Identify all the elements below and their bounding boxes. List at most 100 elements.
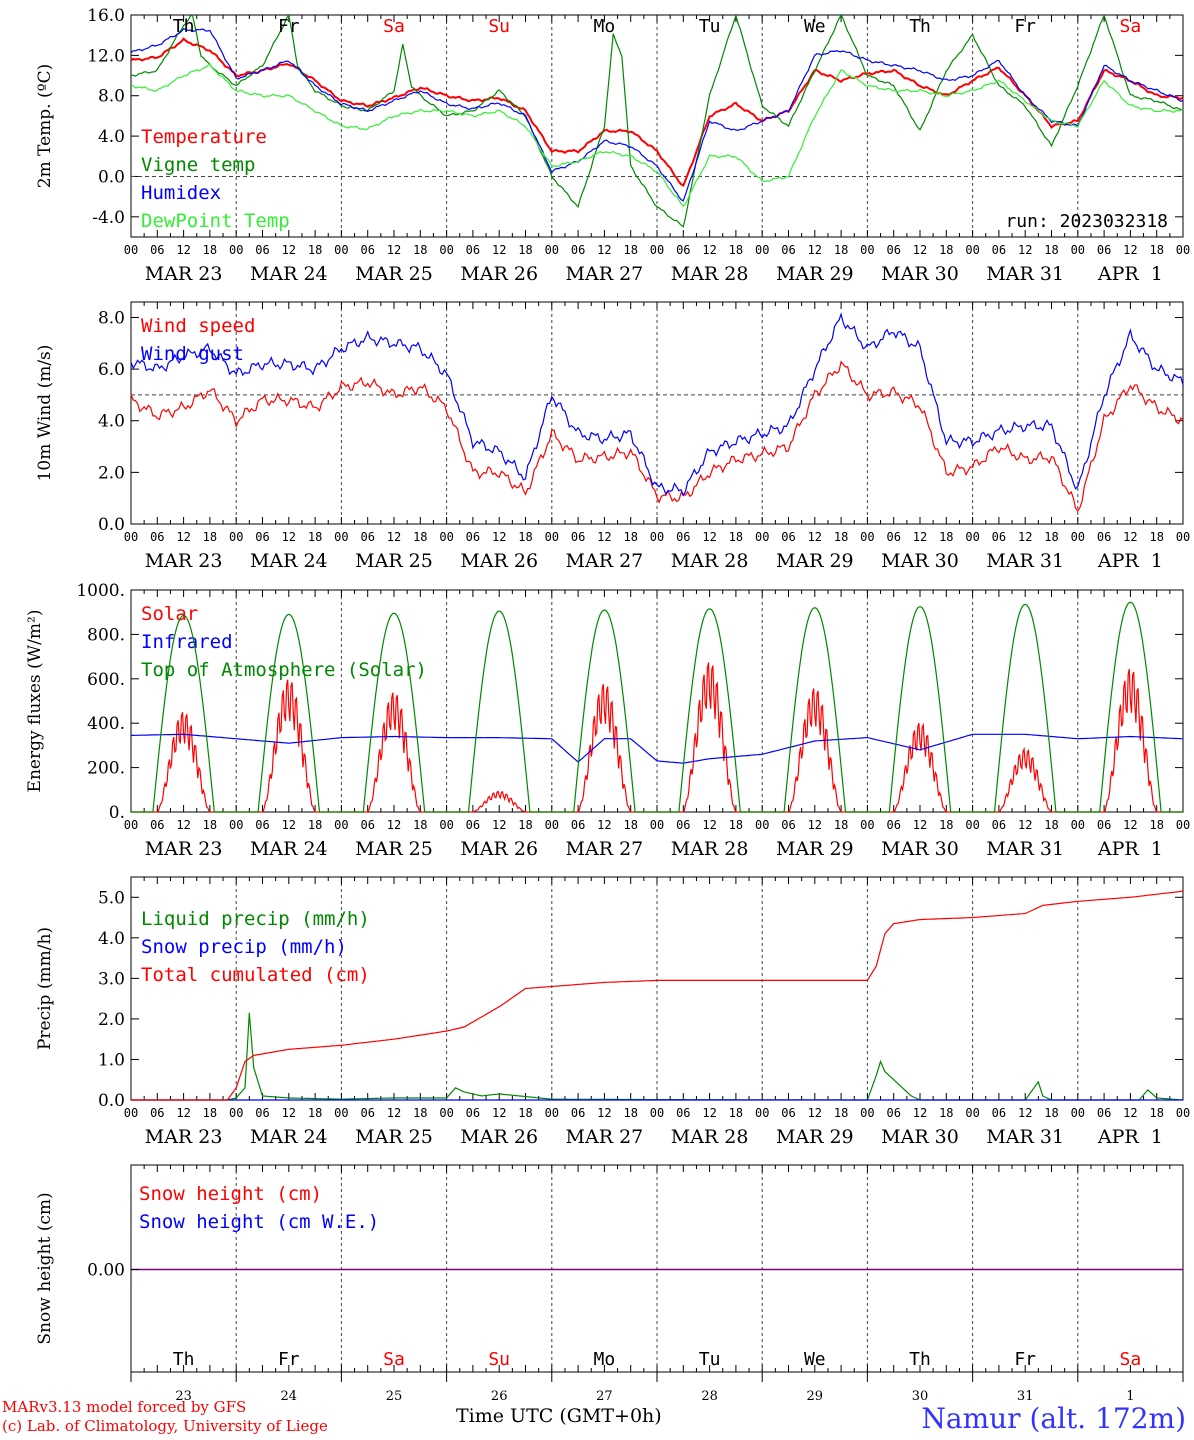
hour-tick-label: 12 bbox=[176, 818, 190, 832]
hour-tick-label: 00 bbox=[965, 1106, 979, 1120]
hour-tick-label: 00 bbox=[334, 243, 348, 257]
y-tick-label: 600. bbox=[87, 670, 125, 690]
hour-tick-label: 00 bbox=[860, 1106, 874, 1120]
hour-tick-label: 12 bbox=[913, 243, 927, 257]
hour-tick-label: 18 bbox=[939, 243, 953, 257]
date-label: MAR 25 bbox=[355, 1126, 433, 1148]
hour-tick-label: 12 bbox=[1018, 1106, 1032, 1120]
date-label: MAR 24 bbox=[250, 263, 328, 285]
day-number-label: 26 bbox=[491, 1389, 508, 1404]
weekday-label: Th bbox=[173, 1349, 195, 1370]
weekday-label: Su bbox=[488, 1349, 510, 1370]
hour-tick-label: 12 bbox=[282, 530, 296, 544]
hour-tick-label: 18 bbox=[623, 818, 637, 832]
series-line bbox=[130, 27, 1184, 202]
date-label: MAR 23 bbox=[145, 838, 223, 860]
hour-tick-label: 06 bbox=[1097, 530, 1111, 544]
date-label: MAR 31 bbox=[986, 838, 1064, 860]
hour-tick-label: 06 bbox=[781, 243, 795, 257]
weekday-label: Sa bbox=[1120, 16, 1142, 37]
date-label: MAR 23 bbox=[145, 263, 223, 285]
hour-tick-label: 00 bbox=[860, 243, 874, 257]
series-line bbox=[131, 1012, 1184, 1101]
hour-tick-label: 18 bbox=[939, 1106, 953, 1120]
y-axis-label: Snow height (cm) bbox=[35, 1192, 55, 1344]
date-label: MAR 30 bbox=[881, 550, 959, 572]
hour-tick-label: 00 bbox=[1176, 530, 1190, 544]
hour-tick-label: 00 bbox=[439, 243, 453, 257]
date-label: MAR 27 bbox=[566, 1126, 644, 1148]
weekday-label: We bbox=[804, 16, 826, 37]
hour-tick-label: 12 bbox=[492, 530, 506, 544]
weekday-label: Sa bbox=[1120, 1349, 1142, 1370]
hour-tick-label: 12 bbox=[808, 243, 822, 257]
hour-tick-label: 00 bbox=[229, 818, 243, 832]
hour-tick-label: 00 bbox=[755, 818, 769, 832]
date-label: MAR 28 bbox=[671, 838, 749, 860]
hour-tick-label: 06 bbox=[150, 1106, 164, 1120]
hour-tick-label: 00 bbox=[124, 818, 138, 832]
hour-tick-label: 18 bbox=[413, 818, 427, 832]
hour-tick-label: 18 bbox=[203, 1106, 217, 1120]
legend-entry: Snow height (cm) bbox=[139, 1183, 322, 1205]
weekday-label: Fr bbox=[278, 1349, 300, 1370]
y-tick-label: 4.0 bbox=[98, 412, 125, 432]
date-label: MAR 28 bbox=[671, 550, 749, 572]
y-tick-label: 4.0 bbox=[98, 127, 125, 147]
hour-tick-label: 00 bbox=[650, 1106, 664, 1120]
hour-tick-label: 12 bbox=[492, 818, 506, 832]
hour-tick-label: 06 bbox=[571, 818, 585, 832]
y-tick-label: 3.0 bbox=[98, 969, 125, 989]
run-annotation: run: 2023032318 bbox=[1005, 211, 1168, 232]
hour-tick-label: 18 bbox=[834, 243, 848, 257]
date-label: MAR 28 bbox=[671, 1126, 749, 1148]
hour-tick-label: 06 bbox=[992, 1106, 1006, 1120]
hour-tick-label: 00 bbox=[439, 1106, 453, 1120]
hour-tick-label: 06 bbox=[1097, 818, 1111, 832]
day-number-label: 30 bbox=[912, 1389, 929, 1404]
hour-tick-label: 06 bbox=[676, 530, 690, 544]
hour-tick-label: 06 bbox=[571, 243, 585, 257]
hour-tick-label: 00 bbox=[1176, 818, 1190, 832]
hour-tick-label: 12 bbox=[176, 1106, 190, 1120]
legend-entry: Infrared bbox=[141, 631, 233, 653]
legend-entry: Snow precip (mm/h) bbox=[141, 936, 347, 958]
legend-entry: Top of Atmosphere (Solar) bbox=[141, 659, 427, 681]
y-tick-label: 400. bbox=[87, 714, 125, 734]
hour-tick-label: 18 bbox=[939, 530, 953, 544]
y-tick-label: 16.0 bbox=[87, 6, 125, 26]
hour-tick-label: 06 bbox=[781, 530, 795, 544]
date-label: MAR 31 bbox=[986, 263, 1064, 285]
hour-tick-label: 00 bbox=[1071, 243, 1085, 257]
hour-tick-label: 12 bbox=[282, 818, 296, 832]
weekday-label: We bbox=[804, 1349, 826, 1370]
hour-tick-label: 18 bbox=[518, 1106, 532, 1120]
hour-tick-label: 06 bbox=[992, 530, 1006, 544]
date-label: APR 1 bbox=[1097, 550, 1163, 572]
hour-tick-label: 12 bbox=[1123, 530, 1137, 544]
hour-tick-label: 12 bbox=[387, 818, 401, 832]
hour-tick-label: 18 bbox=[1044, 1106, 1058, 1120]
y-tick-label: 4.0 bbox=[98, 929, 125, 949]
y-tick-label: 6.0 bbox=[98, 360, 125, 380]
hour-tick-label: 18 bbox=[729, 818, 743, 832]
y-tick-label: 1000. bbox=[76, 581, 125, 601]
weekday-label: Fr bbox=[1014, 16, 1036, 37]
legend-entry: Liquid precip (mm/h) bbox=[141, 908, 370, 930]
y-tick-label: 8.0 bbox=[98, 308, 125, 328]
hour-tick-label: 12 bbox=[597, 243, 611, 257]
hour-tick-label: 12 bbox=[808, 530, 822, 544]
hour-tick-label: 00 bbox=[650, 818, 664, 832]
hour-tick-label: 00 bbox=[124, 1106, 138, 1120]
date-label: APR 1 bbox=[1097, 838, 1163, 860]
hour-tick-label: 06 bbox=[886, 530, 900, 544]
hour-tick-label: 06 bbox=[255, 243, 269, 257]
legend-entry: Temperature bbox=[141, 126, 267, 148]
hour-tick-label: 00 bbox=[965, 530, 979, 544]
y-axis-label: 2m Temp. (ºC) bbox=[35, 64, 55, 189]
y-tick-label: 0.0 bbox=[98, 515, 125, 535]
hour-tick-label: 18 bbox=[518, 243, 532, 257]
hour-tick-label: 18 bbox=[1149, 530, 1163, 544]
hour-tick-label: 00 bbox=[860, 818, 874, 832]
hour-tick-label: 06 bbox=[466, 243, 480, 257]
